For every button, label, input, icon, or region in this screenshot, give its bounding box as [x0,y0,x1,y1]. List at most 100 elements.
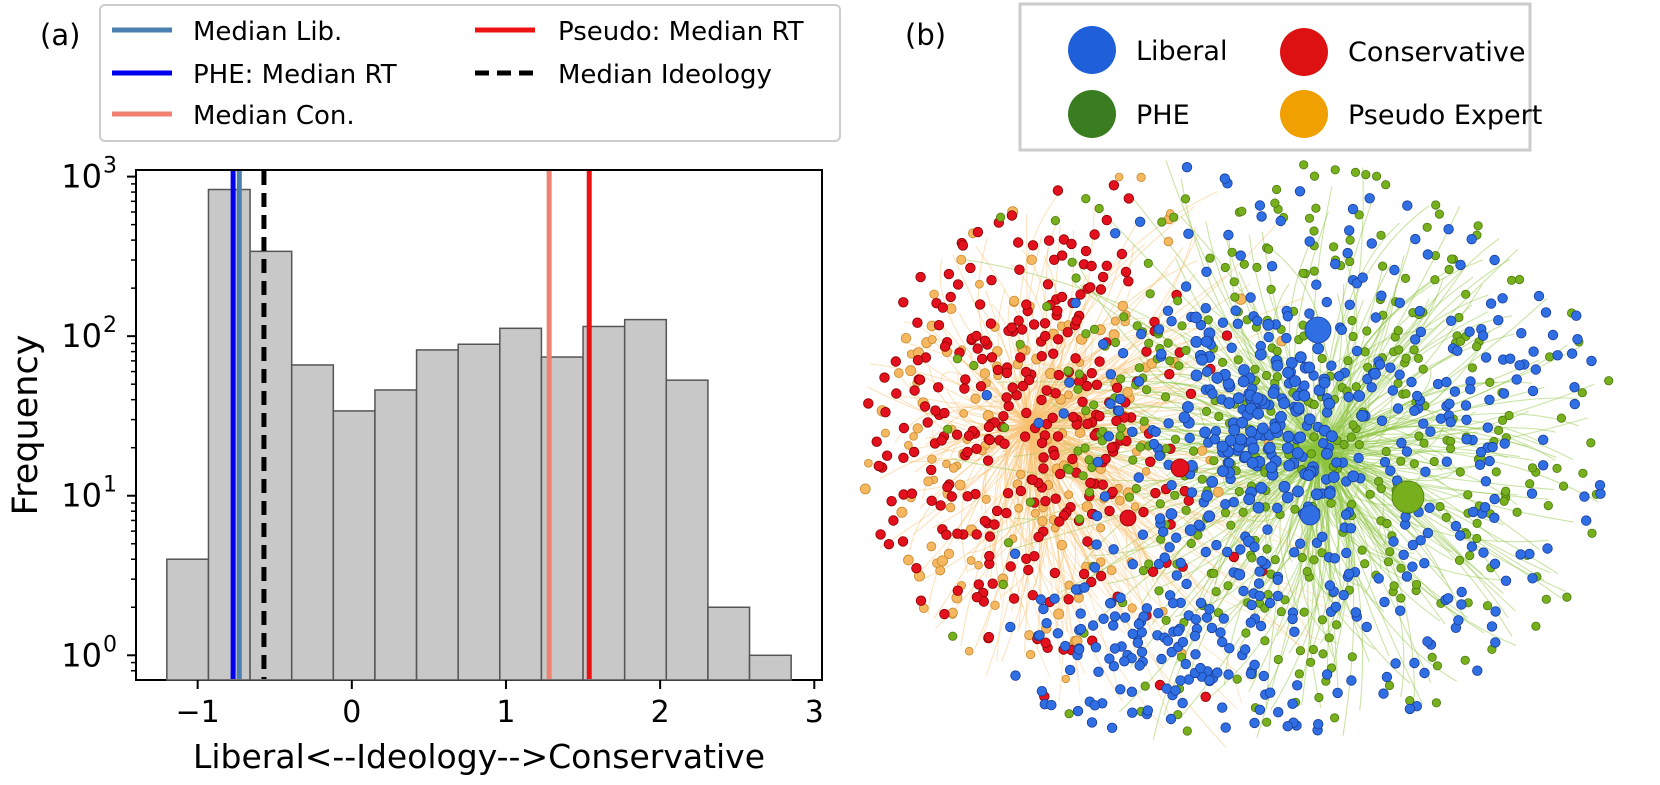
network-node [1062,327,1073,338]
network-node [1238,507,1248,517]
network-edge [1319,167,1364,451]
network-node [971,592,983,603]
network-node [1353,452,1364,464]
network-node [1569,398,1581,410]
histogram-bar [623,318,668,681]
network-node [985,318,997,329]
network-node [1211,539,1222,551]
network-node [1329,553,1341,564]
network-node [1389,264,1400,276]
network-edge [1319,426,1420,456]
network-node [1281,491,1294,504]
network-node [1114,393,1126,405]
network-node [1304,316,1332,344]
network-node [1465,550,1475,561]
network-node [1537,434,1549,446]
network-node [1165,508,1178,520]
network-node [1345,523,1357,534]
network-node [890,356,902,367]
network-node [1021,407,1032,419]
network-node [942,481,953,493]
network-node [962,446,973,458]
network-node [952,528,963,539]
network-edge [1319,449,1495,470]
network-node [1329,258,1341,270]
network-node [1541,594,1551,604]
network-edge [1029,398,1052,426]
network-node [1233,355,1243,365]
network-node [1035,594,1047,605]
network-edge [1029,388,1238,426]
network-node [1343,568,1355,580]
network-edge [1319,265,1467,451]
network-node [1256,555,1267,567]
network-node [1292,485,1304,498]
network-node [981,390,993,401]
network-node [1572,334,1583,345]
network-edge [1319,449,1555,491]
network-node [1466,541,1478,552]
network-node [1374,359,1386,370]
network-node [926,464,937,476]
network-node [1270,198,1280,208]
network-edge [1318,449,1361,587]
network-node [1556,413,1567,423]
network-node [1461,289,1471,299]
network-node [1126,426,1138,438]
network-node [1075,623,1087,635]
network-node [1009,548,1021,560]
network-edge [1029,424,1158,624]
network-legend-pseudo-expert: Pseudo Expert [1280,90,1542,138]
network-node [906,488,918,499]
network-node [1186,538,1196,549]
network-node [1294,431,1306,444]
network-edge [1029,424,1079,537]
network-edge [1299,449,1338,645]
network-node [1181,505,1191,515]
network-node [1332,687,1343,699]
network-edge [1319,449,1469,619]
network-node [891,388,902,399]
network-node [1455,336,1466,346]
network-edge [1319,328,1433,451]
network-node [1196,353,1208,366]
network-edge [1025,424,1062,614]
network-node [1472,341,1482,352]
network-node [945,291,956,303]
network-node [1139,416,1149,426]
network-node [1039,330,1051,342]
network-edge [1318,449,1333,587]
network-edge [1029,424,1215,558]
network-node [1019,431,1031,442]
network-node [1239,259,1249,269]
network-node [1263,441,1276,454]
network-node [1108,544,1119,555]
network-node [1594,480,1606,491]
network-edge [1319,443,1349,477]
network-node [1056,539,1068,551]
network-node [1391,480,1425,514]
network-edge [1319,449,1392,464]
network-node [1046,699,1057,711]
network-node [1545,352,1555,362]
network-node [1085,477,1096,489]
network-node [1260,636,1270,646]
network-edge [1029,424,1232,648]
network-node [1390,658,1401,669]
network-node [1474,459,1486,471]
network-node [1396,563,1406,573]
network-node [1525,479,1535,489]
network-node [965,262,976,274]
network-node [1207,388,1218,399]
network-node [971,529,982,540]
network-node [1323,397,1336,410]
network-node [1082,536,1093,547]
network-node [888,515,899,526]
network-node [1370,312,1382,323]
network-node [1144,559,1154,569]
network-node [1362,326,1372,336]
network-node [1467,506,1479,518]
network-edge [1029,424,1092,643]
network-node [949,463,959,473]
